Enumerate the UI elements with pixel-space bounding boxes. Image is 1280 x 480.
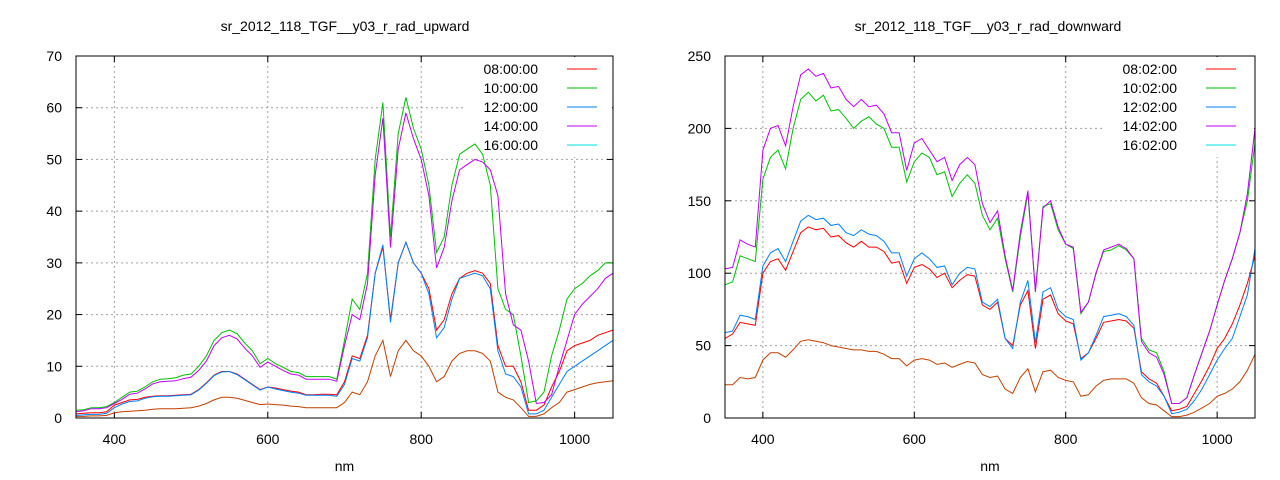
legend-label: 08:02:00 [1123, 61, 1178, 77]
y-tick-label: 60 [46, 100, 62, 116]
series-line-120000 [75, 240, 614, 416]
legend-label: 14:00:00 [484, 118, 539, 134]
x-tick-label: 400 [751, 431, 775, 447]
series-line-140000 [75, 112, 614, 413]
plot-frame [75, 55, 614, 419]
y-tick-label: 50 [695, 338, 711, 354]
series-line-100000 [75, 97, 613, 411]
series-line-080000 [75, 240, 614, 415]
x-tick-label: 800 [410, 431, 434, 447]
x-tick-label: 400 [103, 431, 127, 447]
x-tick-label: 600 [256, 431, 280, 447]
chart-title: sr_2012_118_TGF__y03_r_rad_upward [221, 18, 470, 34]
x-axis-label: nm [335, 458, 354, 474]
legend-label: 10:02:00 [1123, 80, 1178, 96]
series-line-140200 [724, 68, 1256, 404]
y-tick-label: 250 [688, 48, 712, 64]
y-tick-label: 10 [46, 358, 62, 374]
legend-label: 16:00:00 [484, 137, 539, 153]
plot-0: sr_2012_118_TGF__y03_r_rad_upward 0 10 20 30… [46, 18, 614, 474]
y-tick-label: 50 [46, 151, 62, 167]
y-tick-label: 70 [46, 48, 62, 64]
x-tick-label: 600 [903, 431, 927, 447]
legend-label: 12:02:00 [1123, 99, 1178, 115]
y-tick-label: 150 [688, 193, 712, 209]
x-tick-label: 800 [1054, 431, 1078, 447]
y-tick-label: 40 [46, 203, 62, 219]
series-line-080200 [724, 226, 1256, 412]
legend-label: 12:00:00 [484, 99, 539, 115]
x-tick-label: 1000 [1202, 431, 1233, 447]
y-tick-label: 0 [703, 410, 711, 426]
legend-label: 10:00:00 [484, 80, 539, 96]
chart-title: sr_2012_118_TGF__y03_r_rad_downward [855, 18, 1122, 34]
y-tick-label: 20 [46, 307, 62, 323]
series-line-120200 [724, 214, 1256, 415]
plot-1: sr_2012_118_TGF__y03_r_rad_downward 0 50 10… [688, 18, 1256, 474]
y-tick-label: 100 [688, 265, 712, 281]
x-tick-label: 1000 [559, 431, 590, 447]
plot-frame [724, 55, 1256, 419]
series-line-160000 [76, 338, 614, 417]
legend-label: 14:02:00 [1123, 118, 1178, 134]
y-tick-label: 200 [688, 120, 712, 136]
y-tick-label: 30 [46, 255, 62, 271]
x-axis-label: nm [980, 458, 999, 474]
series-line-160200 [725, 339, 1256, 418]
y-tick-label: 0 [54, 410, 62, 426]
legend-label: 16:02:00 [1123, 137, 1178, 153]
legend-label: 08:00:00 [484, 61, 539, 77]
